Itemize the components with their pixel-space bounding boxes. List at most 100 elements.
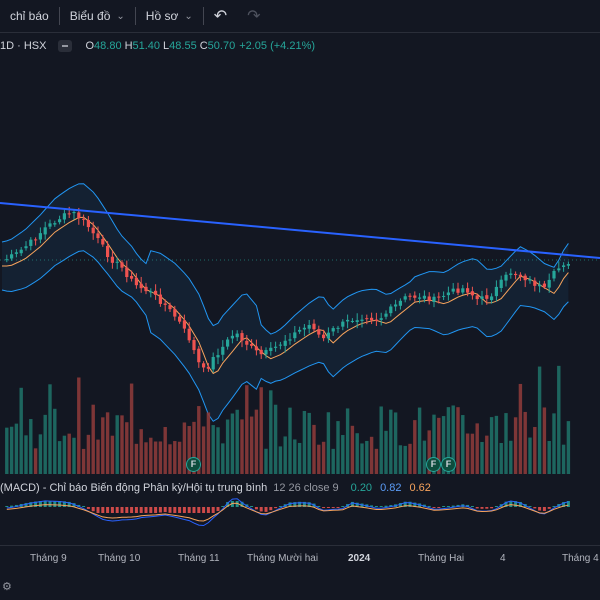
candle-body <box>408 295 412 297</box>
change-value: +2.05 (+4.21%) <box>239 40 316 52</box>
candle-body <box>10 254 14 259</box>
macd-histogram-bar <box>298 501 302 507</box>
candle-body <box>427 296 431 302</box>
macd-value: 0.20 <box>350 482 373 494</box>
macd-histogram-bar <box>451 505 455 507</box>
candle-body <box>216 355 220 358</box>
macd-histogram-bar <box>48 501 52 507</box>
volume-bar <box>537 366 542 474</box>
collapse-icon[interactable] <box>58 40 73 52</box>
candle-body <box>53 223 57 225</box>
candle-body <box>86 220 90 228</box>
volume-bar <box>513 417 518 474</box>
candle-body <box>182 320 186 329</box>
macd-histogram-bar <box>125 507 129 513</box>
macd-histogram-bar <box>120 507 124 513</box>
macd-histogram-bar <box>91 507 95 512</box>
volume-bar <box>29 419 33 474</box>
open-value: 48.80 <box>94 40 122 52</box>
candle-body <box>446 292 450 296</box>
volume-bar <box>110 435 115 474</box>
macd-histogram-bar <box>178 507 182 513</box>
volume-bar <box>221 443 225 474</box>
candle-body <box>389 306 393 314</box>
macd-histogram-bar <box>34 501 38 507</box>
candle-body <box>38 233 42 240</box>
macd-histogram-bar <box>144 507 148 513</box>
event-marker[interactable]: F <box>426 457 441 472</box>
x-tick-label: Tháng 4 <box>562 553 599 564</box>
macd-histogram-bar <box>398 503 402 507</box>
profile-button[interactable]: Hồ sơ ⌄ <box>136 0 203 32</box>
volume-bar <box>350 425 355 474</box>
indicators-button[interactable]: chỉ báo <box>0 0 59 32</box>
candle-body <box>461 288 465 293</box>
macd-histogram-bar <box>77 504 81 507</box>
redo-icon[interactable]: ↷ <box>247 8 261 25</box>
volume-bar <box>379 406 383 474</box>
candle-body <box>475 295 479 300</box>
volume-bar <box>43 414 47 474</box>
macd-histogram-bar <box>38 501 42 507</box>
volume-bar <box>53 408 57 474</box>
candle-body <box>307 325 311 329</box>
volume-bar <box>62 435 67 474</box>
volume-bar <box>206 412 211 474</box>
macd-histogram-bar <box>235 501 239 507</box>
volume-bar <box>533 427 537 474</box>
event-marker[interactable]: F <box>186 457 201 472</box>
volume-bar <box>115 415 119 474</box>
volume-bar <box>168 444 172 474</box>
toolbar-divider <box>202 7 204 25</box>
volume-bar <box>355 433 359 474</box>
low-key: L <box>163 40 170 52</box>
volume-bar <box>240 419 244 474</box>
candle-body <box>331 328 335 332</box>
event-marker[interactable]: F <box>441 457 456 472</box>
macd-histogram-bar <box>254 507 258 510</box>
volume-bar <box>57 441 62 474</box>
candle-body <box>197 348 201 363</box>
candle-body <box>269 347 273 352</box>
macd-name: (MACD) - Chỉ báo Biến động Phân kỳ/Hội t… <box>0 482 268 494</box>
candle-body <box>235 333 239 338</box>
x-tick-label: Tháng Mười hai <box>247 553 319 564</box>
volume-bar <box>475 423 479 474</box>
undo-icon[interactable]: ↶ <box>213 8 228 25</box>
volume-bar <box>120 415 124 474</box>
macd-histogram-bar <box>58 501 62 507</box>
candle-body <box>154 290 158 295</box>
volume-bar <box>485 435 489 474</box>
candle-body <box>566 264 570 266</box>
macd-histogram-bar <box>163 507 167 513</box>
volume-bar <box>566 421 571 474</box>
volume-bar <box>182 422 187 474</box>
macd-histogram-bar <box>494 506 498 507</box>
volume-bar <box>542 407 547 474</box>
candle-body <box>264 350 268 355</box>
volume-bar <box>360 443 364 474</box>
macd-histogram-bar <box>29 502 33 507</box>
indicators-label: chỉ báo <box>10 9 49 23</box>
macd-histogram-bar <box>432 507 436 508</box>
volume-bar <box>398 445 403 474</box>
settings-icon[interactable]: ⚙ <box>2 581 12 593</box>
candle-body <box>67 213 71 215</box>
volume-bar <box>326 412 331 474</box>
candle-body <box>379 318 383 320</box>
candle-body <box>422 295 426 299</box>
volume-bar <box>293 439 297 474</box>
volume-bar <box>38 434 43 474</box>
volume-bar <box>81 448 86 474</box>
chart-type-button[interactable]: Biểu đồ ⌄ <box>60 0 135 32</box>
candle-body <box>509 273 513 275</box>
bollinger-upper-line <box>1 183 569 335</box>
low-value: 48.55 <box>169 40 197 52</box>
volume-bar <box>297 442 302 474</box>
open-key: O <box>85 40 95 52</box>
macd-histogram-bar <box>86 507 90 509</box>
candle-body <box>168 305 172 310</box>
volume-bar <box>518 383 523 474</box>
candle-body <box>442 295 446 297</box>
